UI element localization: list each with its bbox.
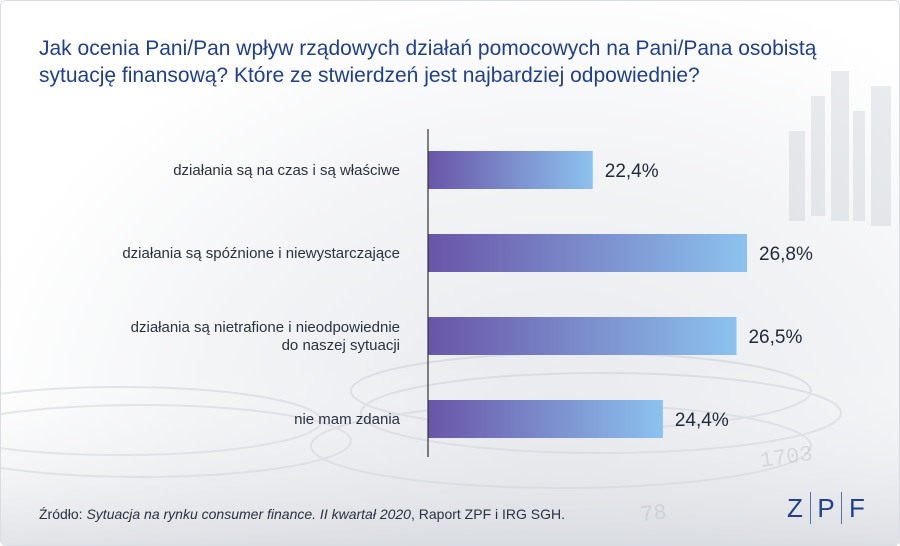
value-label-3: 24,4% — [675, 410, 729, 431]
category-label-line: do naszej sytuacji — [282, 337, 400, 354]
source-prefix: Źródło: — [39, 506, 87, 522]
bar-0 — [428, 151, 593, 189]
logo-divider — [841, 492, 842, 524]
category-label-line: nie mam zdania — [294, 411, 401, 428]
value-label-2: 26,5% — [748, 327, 802, 348]
bar-2 — [428, 317, 737, 355]
logo-letter-f: F — [849, 492, 865, 523]
source-title: Sytuacja na rynku consumer finance. II k… — [86, 506, 411, 522]
category-label-0: działania są na czas i są właściwe — [173, 162, 400, 179]
category-label-3: nie mam zdania — [294, 411, 401, 428]
bar-3 — [428, 400, 663, 438]
value-label-0: 22,4% — [605, 161, 659, 182]
logo-divider — [810, 492, 811, 524]
logo-letter-z: Z — [787, 492, 803, 523]
logo-letter-p: P — [817, 492, 835, 523]
source-note: Źródło: Sytuacja na rynku consumer finan… — [39, 506, 565, 522]
bar-1 — [428, 234, 747, 272]
category-label-1: działania są spóźnione i niewystarczając… — [122, 245, 400, 262]
chart-title: Jak ocenia Pani/Pan wpływ rządowych dzia… — [39, 37, 817, 87]
svg-text:78: 78 — [639, 500, 668, 528]
zpf-logo: Z P F — [780, 490, 872, 526]
source-suffix: , Raport ZPF i IRG SGH. — [410, 506, 566, 522]
category-label-line: działania są na czas i są właściwe — [173, 162, 400, 179]
category-label-line: działania są nietrafione i nieodpowiedni… — [131, 319, 400, 336]
value-label-1: 26,8% — [759, 244, 813, 265]
category-label-line: działania są spóźnione i niewystarczając… — [122, 245, 400, 262]
category-label-2: działania są nietrafione i nieodpowiedni… — [131, 319, 400, 354]
